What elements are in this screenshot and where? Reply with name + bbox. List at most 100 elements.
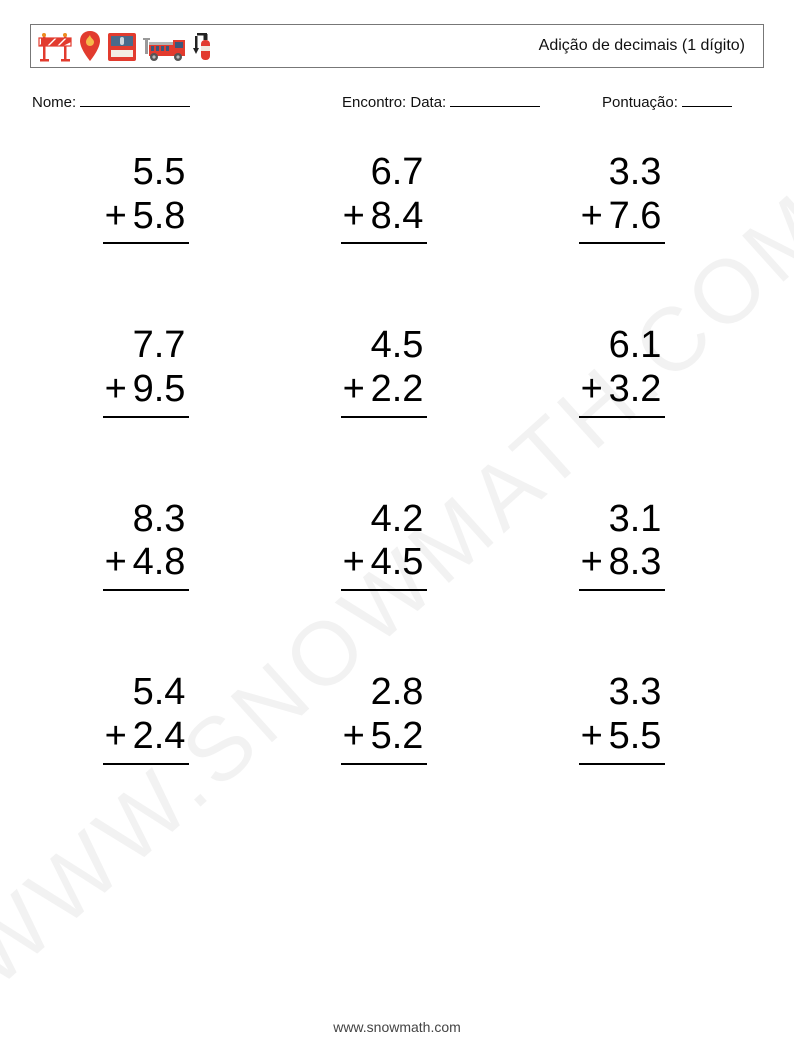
addend-bottom-value: 3.2 [609,368,662,410]
addend-bottom-value: 5.5 [609,715,662,757]
operator: + [581,195,603,239]
addend-top: 4.2 [371,498,424,542]
score-label: Pontuação: [602,94,678,111]
name-blank[interactable] [80,92,190,107]
fire-truck-icon [143,34,187,62]
addend-bottom: +5.5 [609,715,662,759]
addend-top: 2.8 [371,671,424,715]
score-blank[interactable] [682,92,732,107]
operator: + [105,541,127,585]
footer-url: www.snowmath.com [0,1019,794,1035]
addend-top: 3.1 [609,498,662,542]
sum-rule [579,763,666,765]
addend-bottom-value: 9.5 [133,368,186,410]
problem: 8.3+4.8 [70,498,248,591]
problem-inner: 7.7+9.5 [133,324,186,417]
operator: + [105,368,127,412]
addend-bottom-value: 2.2 [371,368,424,410]
sum-rule [341,242,428,244]
problem: 7.7+9.5 [70,324,248,417]
addend-bottom: +8.4 [371,195,424,239]
sum-rule [579,416,666,418]
problem-inner: 6.7+8.4 [371,151,424,244]
problem-inner: 8.3+4.8 [133,498,186,591]
sum-rule [103,416,190,418]
problem-inner: 6.1+3.2 [609,324,662,417]
addend-bottom: +2.2 [371,368,424,412]
header-icons [37,30,213,62]
map-pin-fire-icon [79,30,101,62]
problem: 6.7+8.4 [308,151,486,244]
addend-bottom: +9.5 [133,368,186,412]
addend-top: 7.7 [133,324,186,368]
addend-top: 3.3 [609,671,662,715]
meta-score: Pontuação: [602,92,732,111]
problem: 3.3+7.6 [546,151,724,244]
operator: + [581,368,603,412]
problem-inner: 3.3+7.6 [609,151,662,244]
operator: + [581,715,603,759]
problem-inner: 3.3+5.5 [609,671,662,764]
date-label: Encontro: Data: [342,94,446,111]
operator: + [105,195,127,239]
worksheet-title: Adição de decimais (1 dígito) [539,37,753,55]
problems-grid: 5.5+5.86.7+8.43.3+7.67.7+9.54.5+2.26.1+3… [30,151,764,765]
barrier-icon [37,32,73,62]
fire-alarm-icon [107,32,137,62]
operator: + [105,715,127,759]
header: Adição de decimais (1 dígito) [30,24,764,68]
problem-inner: 3.1+8.3 [609,498,662,591]
sum-rule [103,763,190,765]
problem: 3.1+8.3 [546,498,724,591]
addend-top: 3.3 [609,151,662,195]
sum-rule [341,416,428,418]
worksheet-page: Adição de decimais (1 dígito) Nome: Enco… [0,0,794,1053]
addend-bottom-value: 5.2 [371,715,424,757]
problem-inner: 4.2+4.5 [371,498,424,591]
addend-bottom-value: 2.4 [133,715,186,757]
addend-bottom-value: 4.5 [371,541,424,583]
sum-rule [103,242,190,244]
operator: + [343,715,365,759]
sum-rule [341,589,428,591]
sum-rule [579,589,666,591]
problem: 5.4+2.4 [70,671,248,764]
sum-rule [579,242,666,244]
problem-inner: 5.4+2.4 [133,671,186,764]
name-label: Nome: [32,94,76,111]
problem-inner: 5.5+5.8 [133,151,186,244]
operator: + [581,541,603,585]
problem-inner: 4.5+2.2 [371,324,424,417]
operator: + [343,195,365,239]
addend-top: 6.1 [609,324,662,368]
sum-rule [103,589,190,591]
problem: 4.5+2.2 [308,324,486,417]
meta-name: Nome: [32,92,342,111]
problem: 3.3+5.5 [546,671,724,764]
problem: 6.1+3.2 [546,324,724,417]
operator: + [343,368,365,412]
problem: 2.8+5.2 [308,671,486,764]
addend-bottom-value: 5.8 [133,195,186,237]
meta-date: Encontro: Data: [342,92,602,111]
addend-top: 5.4 [133,671,186,715]
addend-bottom-value: 4.8 [133,541,186,583]
addend-bottom: +7.6 [609,195,662,239]
addend-bottom-value: 8.4 [371,195,424,237]
meta-row: Nome: Encontro: Data: Pontuação: [30,92,764,111]
fire-extinguisher-icon [193,30,213,62]
addend-bottom: +3.2 [609,368,662,412]
addend-bottom: +4.5 [371,541,424,585]
addend-bottom-value: 8.3 [609,541,662,583]
addend-bottom: +2.4 [133,715,186,759]
addend-top: 8.3 [133,498,186,542]
date-blank[interactable] [450,92,540,107]
addend-bottom: +8.3 [609,541,662,585]
sum-rule [341,763,428,765]
addend-bottom-value: 7.6 [609,195,662,237]
addend-top: 6.7 [371,151,424,195]
problem-inner: 2.8+5.2 [371,671,424,764]
addend-bottom: +4.8 [133,541,186,585]
problem: 4.2+4.5 [308,498,486,591]
addend-top: 4.5 [371,324,424,368]
